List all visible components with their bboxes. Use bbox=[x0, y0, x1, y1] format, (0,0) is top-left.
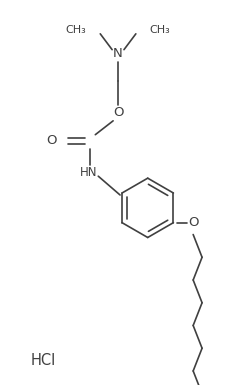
Text: O: O bbox=[188, 216, 198, 229]
Text: N: N bbox=[113, 47, 123, 60]
Text: CH₃: CH₃ bbox=[150, 25, 171, 35]
Text: HN: HN bbox=[80, 166, 97, 179]
Text: O: O bbox=[113, 106, 123, 120]
Text: CH₃: CH₃ bbox=[66, 25, 86, 35]
Text: HCl: HCl bbox=[31, 353, 56, 368]
Text: O: O bbox=[46, 134, 57, 147]
